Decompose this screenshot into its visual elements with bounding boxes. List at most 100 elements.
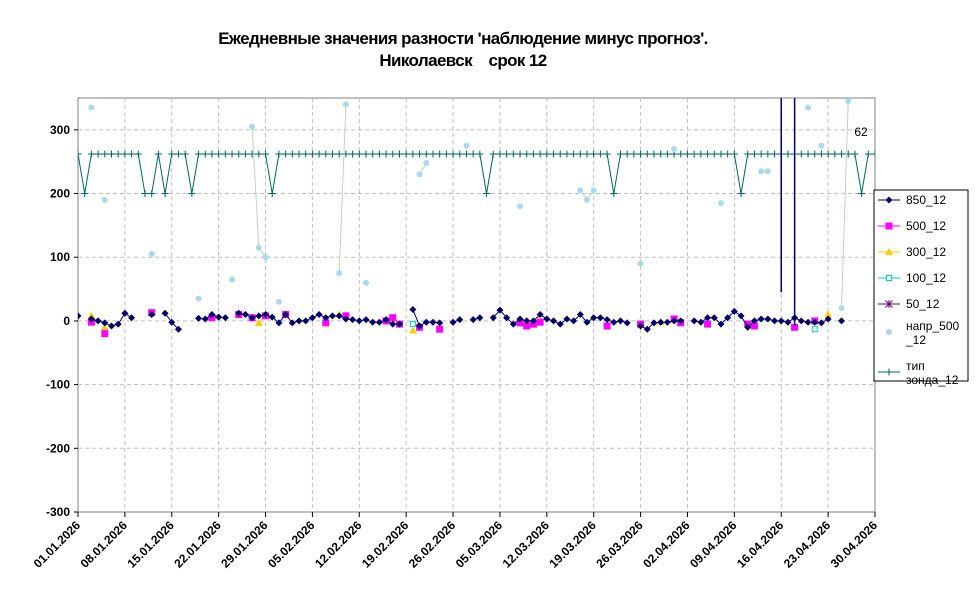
data-point [436, 150, 444, 158]
data-point [302, 317, 310, 325]
x-tick-label: 12.03.2026 [500, 518, 553, 571]
series-line [841, 101, 849, 309]
data-point [255, 150, 263, 158]
data-point [556, 150, 564, 158]
data-point [128, 150, 136, 158]
data-point [824, 150, 832, 158]
data-point [737, 190, 745, 198]
data-point [858, 190, 866, 198]
data-point [677, 317, 685, 325]
data-point [603, 322, 611, 330]
data-point [543, 315, 551, 323]
data-point [637, 322, 645, 330]
data-point [523, 150, 531, 158]
data-point [871, 150, 875, 158]
data-point [764, 150, 772, 158]
data-point [489, 314, 497, 322]
data-point [690, 150, 698, 158]
data-point [329, 150, 337, 158]
x-tick-label: 09.04.2026 [687, 518, 740, 571]
legend-label: 500_12 [906, 219, 946, 233]
data-point [737, 312, 745, 320]
data-point [831, 150, 839, 158]
data-point [663, 150, 671, 158]
data-point [436, 319, 444, 327]
legend-swatch-marker [885, 368, 893, 376]
data-point [416, 322, 424, 330]
data-point [78, 312, 82, 320]
data-point [248, 314, 256, 322]
legend-label: 100_12 [906, 271, 946, 285]
data-point [584, 196, 591, 203]
legend-label-line-1: тип [906, 359, 925, 373]
data-point [690, 317, 698, 325]
data-point [838, 317, 846, 325]
data-point [623, 150, 631, 158]
data-point [496, 306, 504, 314]
legend-item-2: 300_12 [878, 245, 946, 259]
data-point [643, 150, 651, 158]
legend-item-5: напр_500_12 [886, 319, 959, 347]
data-point [583, 150, 591, 158]
data-point [249, 123, 256, 130]
data-point [375, 318, 383, 326]
legend-swatch-marker [886, 275, 892, 281]
data-point [215, 313, 223, 321]
data-point [717, 150, 725, 158]
data-point [288, 150, 296, 158]
data-point [161, 309, 169, 317]
data-point [94, 317, 102, 325]
data-point [697, 318, 705, 326]
data-point [817, 150, 825, 158]
data-point [336, 270, 343, 277]
legend-label-line-1: напр_500 [906, 319, 959, 333]
data-point [577, 187, 584, 194]
y-tick-label: -200 [46, 441, 70, 455]
y-tick-label: 100 [50, 250, 70, 264]
data-point [395, 150, 403, 158]
data-point [818, 142, 825, 149]
data-point [87, 315, 95, 323]
x-tick-label: 23.04.2026 [781, 518, 834, 571]
data-point [637, 260, 644, 267]
data-point [195, 150, 203, 158]
data-point [590, 150, 598, 158]
data-point [382, 150, 390, 158]
legend-swatch-marker [885, 222, 893, 230]
data-point [536, 311, 544, 319]
data-point [275, 150, 283, 158]
data-point [436, 325, 444, 333]
data-point [275, 319, 283, 327]
data-point [355, 150, 363, 158]
data-point [469, 150, 477, 158]
data-point [174, 150, 182, 158]
x-tick-label: 05.02.2026 [265, 518, 318, 571]
data-point [409, 321, 416, 328]
data-point [456, 150, 464, 158]
data-point [389, 150, 397, 158]
data-point [422, 150, 430, 158]
data-point [610, 190, 618, 198]
data-point [449, 150, 457, 158]
data-point [362, 316, 370, 324]
data-point [811, 318, 819, 326]
data-point [195, 295, 202, 302]
series-0 [78, 305, 846, 333]
x-tick-label: 30.04.2026 [828, 518, 881, 571]
legend-item-1: 500_12 [878, 219, 946, 233]
data-point [423, 159, 430, 166]
data-point [254, 318, 263, 326]
data-point [804, 318, 812, 326]
data-point [201, 150, 209, 158]
data-point [771, 150, 779, 158]
data-point [235, 309, 243, 317]
data-point [805, 104, 812, 111]
data-point [483, 190, 491, 198]
data-point [449, 318, 457, 326]
data-point [550, 150, 558, 158]
data-point [148, 251, 155, 258]
data-point [710, 314, 718, 322]
data-point [302, 150, 310, 158]
x-tick-label: 19.03.2026 [546, 518, 599, 571]
data-point [114, 150, 122, 158]
